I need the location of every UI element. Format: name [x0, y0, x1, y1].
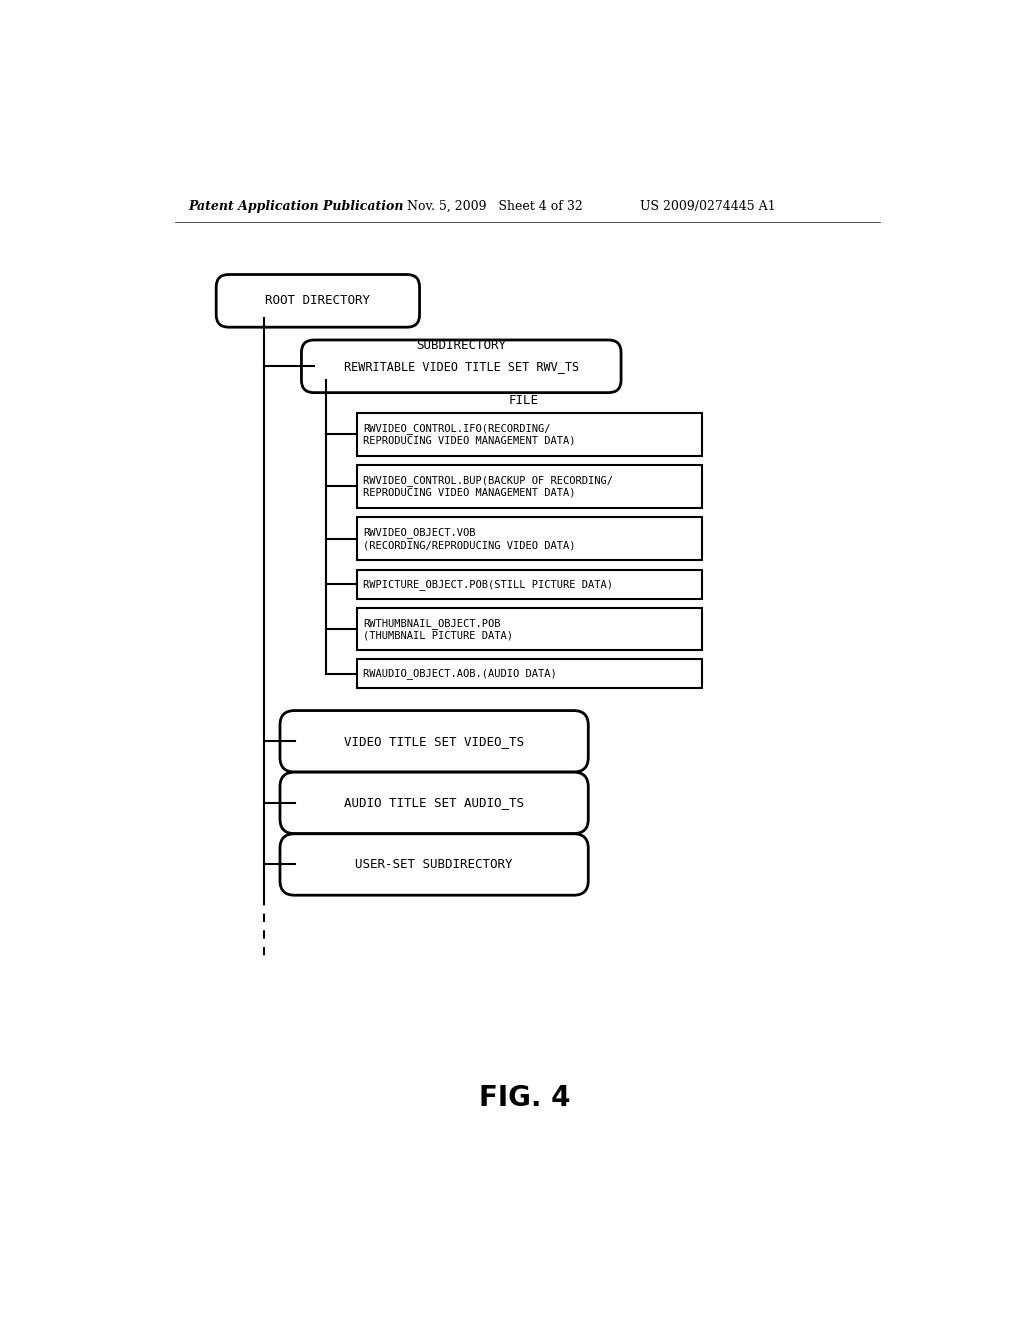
FancyBboxPatch shape: [216, 275, 420, 327]
Text: VIDEO TITLE SET VIDEO_TS: VIDEO TITLE SET VIDEO_TS: [344, 735, 524, 748]
Text: RWTHUMBNAIL_OBJECT.POB
(THUMBNAIL PICTURE DATA): RWTHUMBNAIL_OBJECT.POB (THUMBNAIL PICTUR…: [362, 618, 513, 640]
FancyBboxPatch shape: [280, 772, 588, 834]
FancyBboxPatch shape: [301, 341, 621, 392]
Text: US 2009/0274445 A1: US 2009/0274445 A1: [640, 199, 775, 213]
Text: RWVIDEO_CONTROL.BUP(BACKUP OF RECORDING/
REPRODUCING VIDEO MANAGEMENT DATA): RWVIDEO_CONTROL.BUP(BACKUP OF RECORDING/…: [362, 475, 612, 498]
Bar: [356, 465, 701, 508]
Text: RWPICTURE_OBJECT.POB(STILL PICTURE DATA): RWPICTURE_OBJECT.POB(STILL PICTURE DATA): [362, 578, 612, 590]
Text: ROOT DIRECTORY: ROOT DIRECTORY: [265, 294, 371, 308]
FancyBboxPatch shape: [280, 834, 588, 895]
Text: REWRITABLE VIDEO TITLE SET RWV_TS: REWRITABLE VIDEO TITLE SET RWV_TS: [344, 360, 579, 372]
Bar: [356, 659, 701, 688]
Text: Patent Application Publication: Patent Application Publication: [188, 199, 403, 213]
Bar: [356, 609, 701, 649]
Bar: [356, 570, 701, 599]
Bar: [356, 517, 701, 560]
Text: AUDIO TITLE SET AUDIO_TS: AUDIO TITLE SET AUDIO_TS: [344, 796, 524, 809]
Text: USER-SET SUBDIRECTORY: USER-SET SUBDIRECTORY: [355, 858, 513, 871]
Text: FILE: FILE: [508, 395, 539, 408]
Text: Nov. 5, 2009   Sheet 4 of 32: Nov. 5, 2009 Sheet 4 of 32: [407, 199, 583, 213]
Bar: [356, 412, 701, 455]
Text: RWAUDIO_OBJECT.AOB.(AUDIO DATA): RWAUDIO_OBJECT.AOB.(AUDIO DATA): [362, 668, 557, 678]
FancyBboxPatch shape: [280, 710, 588, 772]
Text: SUBDIRECTORY: SUBDIRECTORY: [416, 339, 506, 352]
Text: RWVIDEO_CONTROL.IFO(RECORDING/
REPRODUCING VIDEO MANAGEMENT DATA): RWVIDEO_CONTROL.IFO(RECORDING/ REPRODUCI…: [362, 422, 575, 445]
Text: FIG. 4: FIG. 4: [479, 1084, 570, 1111]
Text: RWVIDEO_OBJECT.VOB
(RECORDING/REPRODUCING VIDEO DATA): RWVIDEO_OBJECT.VOB (RECORDING/REPRODUCIN…: [362, 528, 575, 550]
